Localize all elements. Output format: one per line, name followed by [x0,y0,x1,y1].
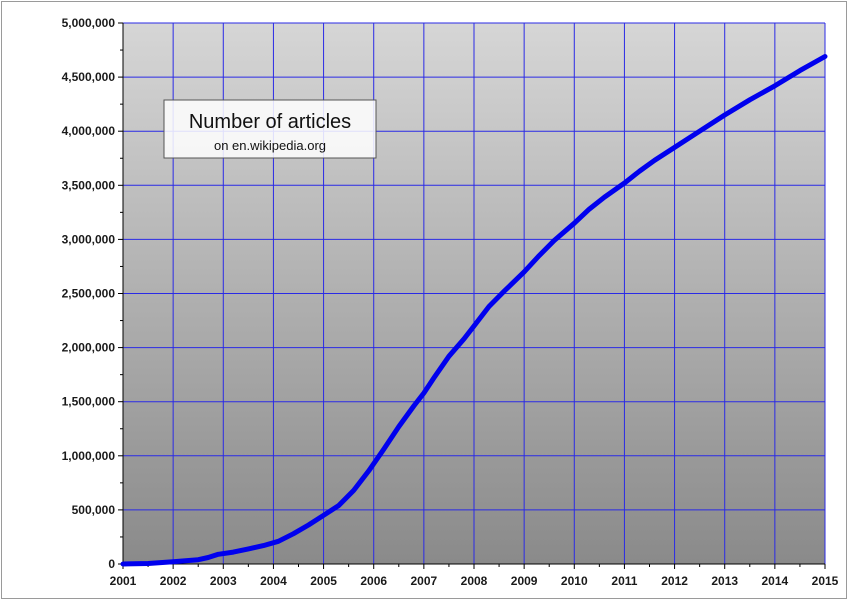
legend-box: Number of articles on en.wikipedia.org [164,100,376,158]
x-tick-label: 2013 [711,574,738,588]
y-tick-label: 1,500,000 [62,395,116,409]
x-tick-label: 2009 [511,574,538,588]
y-tick-label: 500,000 [72,503,116,517]
y-tick-label: 4,500,000 [62,70,116,84]
x-tick-label: 2001 [110,574,137,588]
x-tick-label: 2006 [360,574,387,588]
chart-subtitle: on en.wikipedia.org [214,138,326,153]
x-tick-label: 2002 [160,574,187,588]
x-tick-label: 2004 [260,574,287,588]
y-tick-label: 0 [108,557,115,571]
y-tick-label: 1,000,000 [62,449,116,463]
y-tick-label: 2,500,000 [62,287,116,301]
chart-title: Number of articles [189,111,351,133]
x-tick-label: 2012 [661,574,688,588]
y-tick-label: 2,000,000 [62,341,116,355]
x-tick-label: 2010 [561,574,588,588]
y-tick-label: 3,000,000 [62,232,116,246]
x-tick-label: 2007 [411,574,438,588]
x-tick-label: 2011 [611,574,637,588]
x-tick-label: 2005 [310,574,337,588]
y-tick-label: 3,500,000 [62,178,116,192]
y-tick-label: 4,000,000 [62,124,116,138]
x-tick-label: 2003 [210,574,237,588]
x-tick-label: 2008 [461,574,488,588]
y-tick-label: 5,000,000 [62,16,116,30]
x-tick-label: 2014 [762,574,789,588]
x-tick-label: 2015 [812,574,839,588]
